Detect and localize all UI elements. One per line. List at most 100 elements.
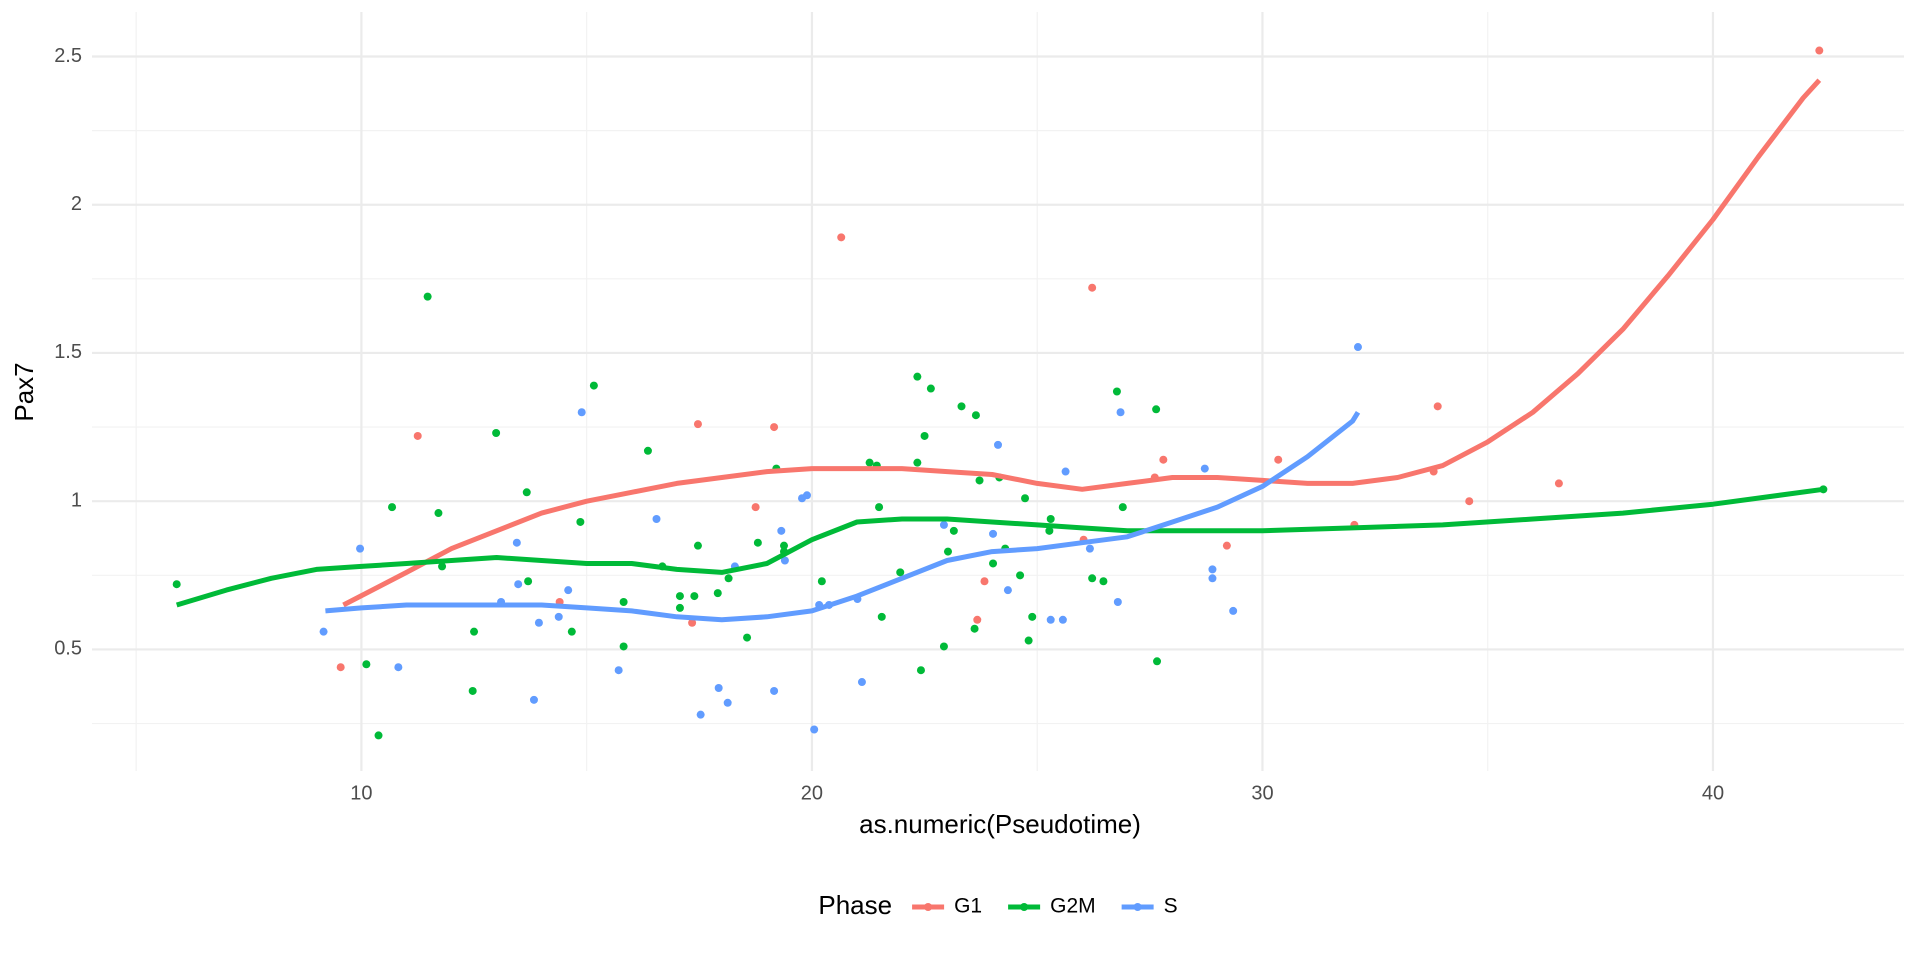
x-axis-title: as.numeric(Pseudotime) bbox=[859, 809, 1141, 839]
point bbox=[619, 598, 628, 607]
y-axis-title: Pax7 bbox=[9, 362, 39, 421]
point bbox=[1088, 574, 1097, 583]
point bbox=[957, 402, 966, 411]
point bbox=[374, 731, 383, 740]
x-tick-label: 20 bbox=[801, 782, 823, 804]
point bbox=[675, 603, 684, 612]
point bbox=[388, 503, 397, 512]
point bbox=[916, 666, 925, 675]
point bbox=[753, 538, 762, 547]
point bbox=[564, 586, 573, 595]
point bbox=[920, 431, 929, 440]
legend-label: S bbox=[1164, 895, 1178, 918]
point bbox=[1024, 636, 1033, 645]
point bbox=[865, 458, 874, 467]
legend-key-point bbox=[1020, 903, 1029, 911]
point bbox=[413, 431, 422, 440]
point bbox=[693, 541, 702, 550]
point bbox=[1061, 467, 1070, 476]
grid bbox=[92, 12, 1904, 771]
point bbox=[1229, 606, 1238, 615]
point bbox=[913, 372, 922, 381]
point bbox=[989, 559, 998, 568]
point bbox=[1046, 514, 1055, 523]
point bbox=[713, 589, 722, 598]
point bbox=[973, 615, 982, 624]
point bbox=[1016, 571, 1025, 580]
point bbox=[1159, 455, 1168, 464]
point bbox=[554, 612, 563, 621]
point bbox=[913, 458, 922, 467]
point bbox=[643, 446, 652, 455]
point bbox=[1465, 497, 1474, 506]
point bbox=[1152, 405, 1161, 414]
point bbox=[939, 642, 948, 651]
point bbox=[724, 574, 733, 583]
point bbox=[1433, 402, 1442, 411]
point bbox=[1815, 46, 1824, 55]
point bbox=[1208, 565, 1217, 574]
point bbox=[394, 663, 403, 672]
point bbox=[980, 577, 989, 586]
point bbox=[619, 642, 628, 651]
point bbox=[688, 618, 697, 627]
point bbox=[810, 725, 819, 734]
point bbox=[1153, 657, 1162, 666]
point bbox=[675, 592, 684, 601]
point bbox=[1116, 408, 1125, 417]
point bbox=[949, 526, 958, 535]
point bbox=[1003, 586, 1012, 595]
point bbox=[780, 541, 789, 550]
point bbox=[777, 526, 786, 535]
point bbox=[690, 592, 699, 601]
point bbox=[1021, 494, 1030, 503]
point bbox=[1274, 455, 1283, 464]
y-tick-label: 1.5 bbox=[54, 341, 82, 363]
point bbox=[423, 292, 432, 301]
point bbox=[989, 529, 998, 538]
y-tick-label: 2.5 bbox=[54, 45, 82, 67]
point bbox=[319, 627, 328, 636]
point bbox=[652, 514, 661, 523]
point bbox=[576, 517, 585, 526]
point bbox=[714, 683, 723, 692]
point bbox=[994, 440, 1002, 449]
point bbox=[356, 544, 365, 553]
legend-label: G2M bbox=[1050, 895, 1096, 918]
point bbox=[577, 408, 586, 417]
legend-key-point bbox=[1133, 903, 1142, 911]
point bbox=[468, 686, 477, 695]
point bbox=[751, 503, 760, 512]
legend-label: G1 bbox=[954, 895, 982, 918]
point bbox=[567, 627, 576, 636]
point bbox=[1118, 503, 1127, 512]
point bbox=[589, 381, 598, 390]
point bbox=[522, 488, 531, 497]
point bbox=[1028, 612, 1037, 621]
x-tick-label: 40 bbox=[1702, 782, 1724, 804]
point bbox=[1085, 544, 1094, 553]
point bbox=[875, 503, 884, 512]
point bbox=[512, 538, 521, 547]
point bbox=[1045, 526, 1054, 535]
point bbox=[926, 384, 935, 393]
point bbox=[1208, 574, 1217, 583]
point bbox=[743, 633, 752, 642]
point bbox=[524, 577, 533, 586]
point bbox=[780, 556, 789, 565]
point bbox=[817, 577, 826, 586]
point bbox=[1222, 541, 1231, 550]
point bbox=[896, 568, 905, 577]
x-tick-label: 30 bbox=[1251, 782, 1273, 804]
point bbox=[770, 686, 779, 695]
point bbox=[614, 666, 623, 675]
point bbox=[802, 491, 811, 500]
point bbox=[877, 612, 886, 621]
point bbox=[438, 562, 447, 571]
point bbox=[1554, 479, 1563, 488]
point bbox=[362, 660, 371, 669]
point bbox=[1099, 577, 1108, 586]
point bbox=[492, 429, 501, 438]
